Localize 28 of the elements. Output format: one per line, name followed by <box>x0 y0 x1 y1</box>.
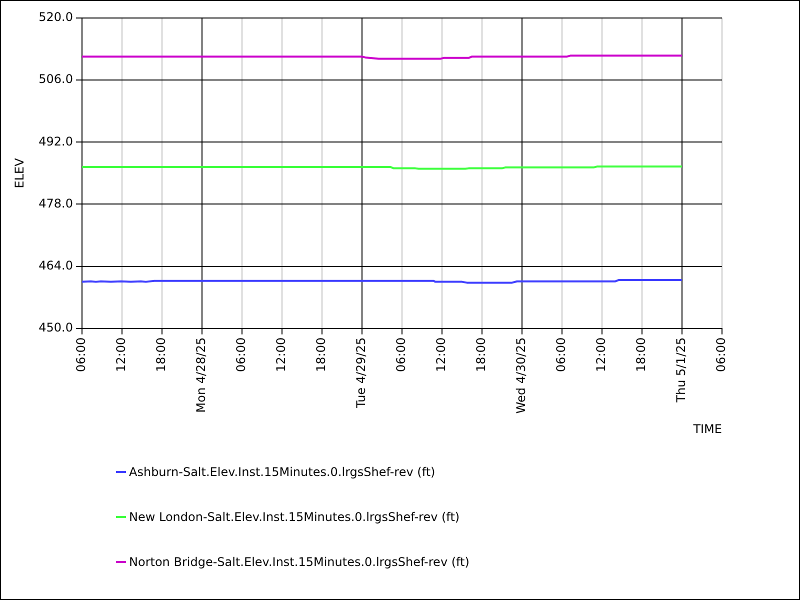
y-tick-label: 450.0 <box>38 320 73 334</box>
y-axis-title: ELEV <box>12 157 26 188</box>
x-tick-label: 06:00 <box>714 337 728 372</box>
x-tick-label: Tue 4/29/25 <box>354 337 368 409</box>
x-tick-label: 12:00 <box>434 337 448 372</box>
x-tick-label: 06:00 <box>234 337 248 372</box>
x-tick-label: Mon 4/28/25 <box>194 337 208 413</box>
legend-label: Norton Bridge-Salt.Elev.Inst.15Minutes.0.lrgsShef-rev (ft) <box>129 554 470 568</box>
x-tick-label: 06:00 <box>394 337 408 372</box>
x-tick-label: 12:00 <box>114 337 128 372</box>
y-tick-label: 464.0 <box>38 258 73 272</box>
y-tick-label: 520.0 <box>38 10 73 24</box>
y-tick-label: 506.0 <box>38 72 73 86</box>
x-tick-label: 12:00 <box>274 337 288 372</box>
x-axis-title: TIME <box>692 422 722 436</box>
x-tick-label: 18:00 <box>154 337 168 372</box>
x-tick-label: 06:00 <box>74 337 88 372</box>
x-tick-label: 18:00 <box>474 337 488 372</box>
x-tick-label: 06:00 <box>554 337 568 372</box>
y-tick-label: 492.0 <box>38 134 73 148</box>
legend-label: New London-Salt.Elev.Inst.15Minutes.0.lrgsShef-rev (ft) <box>129 510 460 524</box>
x-tick-label: Wed 4/30/25 <box>514 337 528 414</box>
x-tick-label: 18:00 <box>634 337 648 372</box>
legend-label: Ashburn-Salt.Elev.Inst.15Minutes.0.lrgsShef-rev (ft) <box>129 464 436 478</box>
y-tick-label: 478.0 <box>38 196 73 210</box>
x-tick-label: Thu 5/1/25 <box>674 337 688 404</box>
x-tick-label: 12:00 <box>594 337 608 372</box>
x-tick-label: 18:00 <box>314 337 328 372</box>
